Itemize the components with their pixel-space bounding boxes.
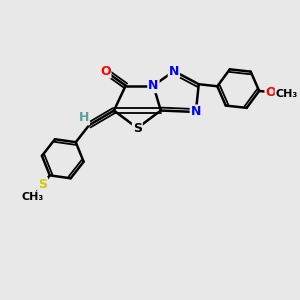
Text: H: H xyxy=(79,111,89,124)
Text: S: S xyxy=(38,178,47,191)
Text: N: N xyxy=(169,64,179,78)
Text: N: N xyxy=(148,79,159,92)
Text: CH₃: CH₃ xyxy=(276,89,298,99)
Text: N: N xyxy=(190,106,201,118)
Text: O: O xyxy=(266,86,276,99)
Text: O: O xyxy=(100,64,110,78)
Text: CH₃: CH₃ xyxy=(22,192,44,202)
Text: S: S xyxy=(133,122,142,135)
